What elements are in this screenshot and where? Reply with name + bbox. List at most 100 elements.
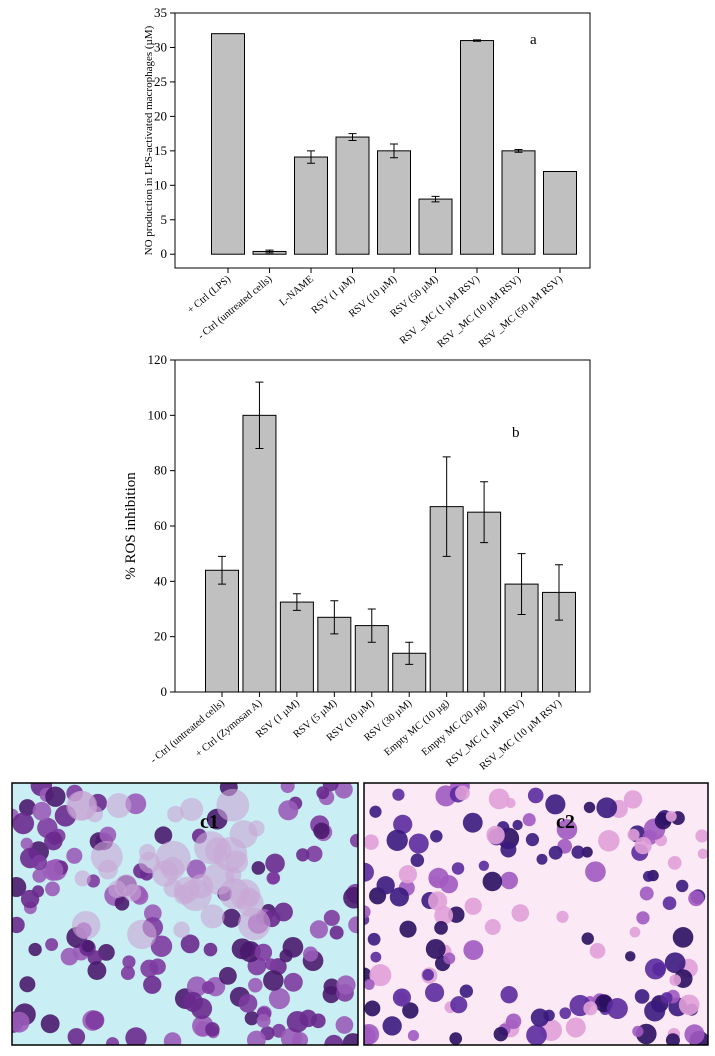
cell bbox=[313, 822, 330, 839]
cell bbox=[434, 905, 454, 925]
cell bbox=[186, 976, 208, 997]
y-tick-label: 30 bbox=[154, 39, 167, 54]
cell bbox=[488, 788, 510, 810]
y-tick-label: 120 bbox=[148, 352, 168, 367]
cell bbox=[583, 1001, 598, 1016]
cell bbox=[665, 1033, 680, 1045]
cell bbox=[559, 1007, 572, 1020]
error-bar bbox=[405, 641, 414, 665]
y-tick-label: 100 bbox=[148, 407, 168, 422]
cell bbox=[19, 976, 36, 993]
cell bbox=[463, 940, 484, 961]
cell bbox=[324, 1034, 344, 1045]
x-tick-label: L-NAME bbox=[278, 274, 316, 309]
cell bbox=[678, 994, 700, 1016]
error-bar bbox=[390, 143, 398, 159]
cell bbox=[342, 1033, 358, 1045]
cell bbox=[672, 927, 694, 948]
cell bbox=[251, 861, 266, 875]
cell bbox=[451, 862, 465, 875]
cell bbox=[306, 845, 323, 863]
y-tick-label: 0 bbox=[161, 684, 168, 699]
cell bbox=[28, 942, 42, 957]
panel-label: c2 bbox=[556, 811, 575, 833]
cell bbox=[545, 794, 566, 815]
cell bbox=[662, 896, 677, 911]
cell bbox=[482, 871, 503, 892]
cell bbox=[399, 920, 417, 938]
cell bbox=[218, 967, 237, 985]
cell bbox=[636, 911, 650, 925]
cell bbox=[154, 826, 173, 845]
cell bbox=[639, 886, 654, 901]
cell bbox=[336, 975, 356, 995]
panel-label: c1 bbox=[200, 811, 219, 833]
cell bbox=[45, 786, 66, 807]
cell bbox=[114, 896, 130, 911]
cell bbox=[180, 934, 200, 954]
cell bbox=[369, 964, 392, 987]
x-tick-label: RSV _MC (1 µM RSV) bbox=[398, 274, 482, 347]
cell bbox=[439, 875, 459, 894]
cell bbox=[292, 1032, 309, 1045]
bar bbox=[294, 156, 328, 255]
panel-frame bbox=[11, 782, 359, 1046]
cell bbox=[527, 787, 544, 804]
cell bbox=[583, 801, 596, 814]
cell bbox=[422, 969, 434, 981]
cell bbox=[155, 840, 191, 877]
micrograph bbox=[12, 783, 358, 1045]
error-bar bbox=[348, 133, 357, 141]
cell bbox=[493, 1027, 508, 1042]
cell bbox=[382, 1016, 402, 1036]
cell bbox=[455, 785, 470, 801]
cell bbox=[98, 859, 118, 880]
bar bbox=[501, 150, 536, 255]
cell bbox=[296, 848, 310, 862]
cell bbox=[248, 977, 263, 993]
cell bbox=[629, 926, 641, 938]
cell bbox=[44, 831, 63, 851]
cell bbox=[478, 860, 490, 871]
cell bbox=[526, 1024, 547, 1045]
x-tick-label: Empty MC (20 µg) bbox=[420, 698, 490, 759]
cell bbox=[67, 791, 98, 821]
cell bbox=[665, 810, 677, 822]
error-bar bbox=[473, 39, 481, 42]
cell bbox=[449, 1032, 463, 1045]
cell bbox=[106, 793, 132, 818]
cell bbox=[369, 805, 382, 818]
cell bbox=[236, 889, 264, 917]
x-tick-label: RSV _MC (50 µM RSV) bbox=[477, 274, 565, 351]
cell bbox=[688, 890, 704, 907]
cell bbox=[125, 1027, 147, 1045]
error-bar bbox=[218, 555, 226, 585]
cell bbox=[139, 844, 156, 861]
cell bbox=[45, 881, 60, 897]
cell bbox=[244, 1011, 259, 1026]
cell bbox=[74, 870, 91, 887]
cell bbox=[42, 859, 64, 881]
error-bar bbox=[307, 150, 315, 164]
cell bbox=[349, 833, 358, 848]
cell bbox=[268, 988, 290, 1010]
cell bbox=[81, 940, 95, 953]
cell bbox=[12, 916, 25, 934]
cell bbox=[364, 834, 379, 850]
cell bbox=[462, 812, 483, 833]
error-bar bbox=[367, 608, 376, 643]
cell bbox=[87, 961, 107, 980]
bar bbox=[211, 33, 245, 255]
cell bbox=[634, 989, 650, 1004]
cell bbox=[644, 958, 666, 980]
y-tick-label: 40 bbox=[154, 573, 167, 588]
cell bbox=[536, 853, 548, 865]
cell bbox=[329, 925, 344, 940]
cell bbox=[265, 853, 285, 874]
cell bbox=[85, 1010, 105, 1030]
bar bbox=[543, 171, 577, 255]
cell bbox=[695, 829, 708, 843]
cell bbox=[222, 908, 241, 928]
cell bbox=[644, 1000, 666, 1022]
